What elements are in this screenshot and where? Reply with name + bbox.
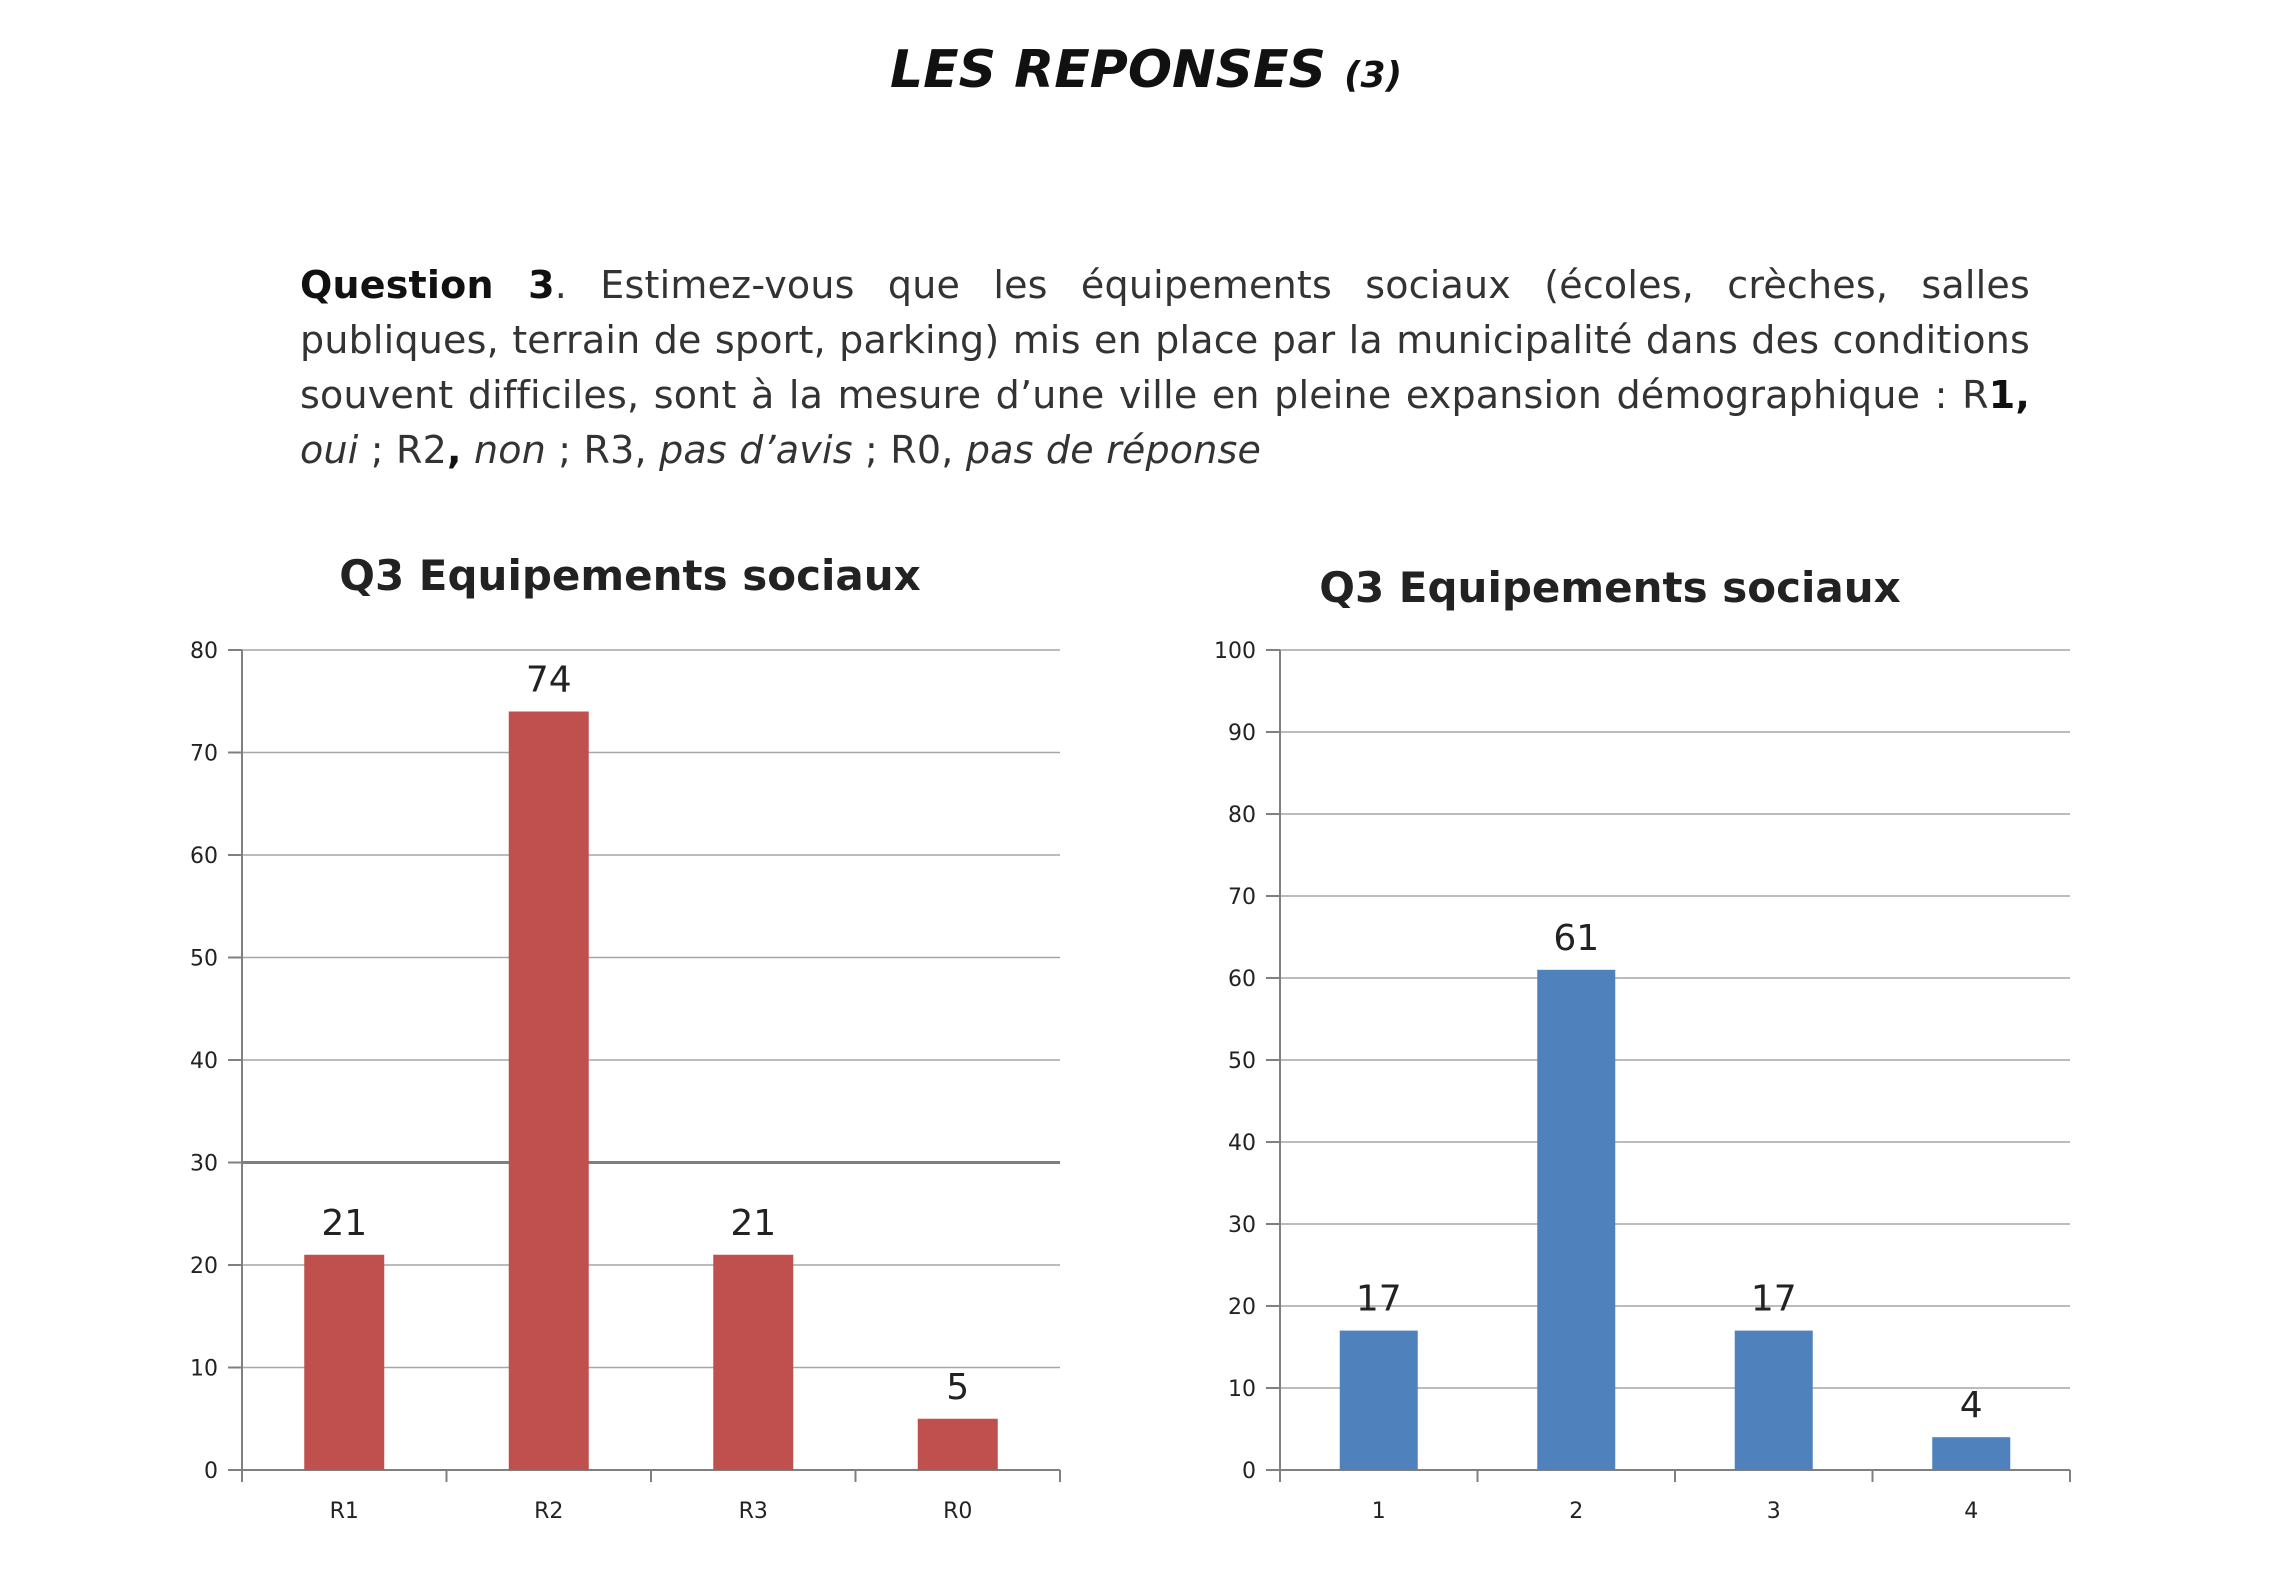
chart1-data-label-R1: 21 [321,1203,367,1244]
chart2-ytick-label-4: 40 [1228,1131,1256,1156]
chart1-ytick-label-8: 80 [190,639,218,664]
chart1-ytick-label-5: 50 [190,947,218,972]
chart2-ytick-label-7: 70 [1228,885,1256,910]
chart2-bar-4 [1932,1437,2011,1470]
chart2-data-label-1: 17 [1356,1279,1402,1320]
chart1-data-label-R0: 5 [946,1367,969,1408]
chart2-data-label-2: 61 [1553,918,1599,959]
chart2-xtick-label-1: 1 [1372,1499,1386,1524]
chart1-xtick-label-R3: R3 [739,1499,768,1524]
bar-chart-r-labels: Q3 Equipements sociaux 0 10 20 30 40 50 60 70 80 2… [190,551,1061,1524]
option-2-prefix: ; R2 [358,428,448,472]
chart2-xtick-label-2: 2 [1569,1499,1583,1524]
chart2-data-label-4: 4 [1960,1385,1983,1426]
chart2-ytick-label-2: 20 [1228,1295,1256,1320]
chart2-ytick-label-6: 60 [1228,967,1256,992]
chart2-ytick-label-0: 0 [1242,1459,1256,1484]
chart2-xtick-label-3: 3 [1767,1499,1781,1524]
chart2-xtick-label-4: 4 [1964,1499,1978,1524]
chart2-ytick-label-5: 50 [1228,1049,1256,1074]
chart1-title: Q3 Equipements sociaux [339,551,920,600]
chart1-xtick-label-R2: R2 [534,1499,563,1524]
chart1-bar-R0 [917,1418,998,1470]
question-text: Question 3. Estimez-vous que les équipem… [300,258,2030,478]
option-1-text: oui [300,428,359,472]
page-title: LES REPONSES (3) [0,40,2292,100]
chart1-data-label-R2: 74 [526,660,572,701]
chart2-bar-2 [1537,969,1616,1470]
bar-chart-numeric-labels: Q3 Equipements sociaux 0 10 20 30 40 50 60 70 80 9… [1214,563,2071,1524]
chart1-ytick-label-2: 20 [190,1254,218,1279]
page-title-suffix: (3) [1344,55,1403,96]
chart1-xtick-label-R0: R0 [943,1499,972,1524]
question-label: Question 3 [300,263,555,307]
option-0-prefix: ; R0, [852,428,954,472]
chart1-ytick-label-7: 70 [190,742,218,767]
option-1-number: 1 [1988,373,2016,417]
chart1-xtick-label-R1: R1 [330,1499,359,1524]
chart1-ytick-label-4: 40 [190,1049,218,1074]
chart2-ytick-label-8: 80 [1228,803,1256,828]
chart2-bar-1 [1339,1330,1418,1470]
chart2-ytick-label-3: 30 [1228,1213,1256,1238]
question-body: . Estimez-vous que les équipements socia… [300,263,2030,417]
chart2-title: Q3 Equipements sociaux [1319,563,1900,612]
chart2-ytick-label-10: 100 [1214,639,1256,664]
page-title-main: LES REPONSES [889,40,1326,100]
chart1-bar-R3 [713,1254,794,1470]
chart1-bar-R1 [304,1254,385,1470]
chart1-bar-R2 [508,711,589,1470]
chart2-ytick-label-1: 10 [1228,1377,1256,1402]
option-0-text: pas de réponse [953,428,1262,472]
option-1-separator: , [2015,373,2030,417]
option-3-text: pas d’avis [646,428,853,472]
option-2-text: non [461,428,546,472]
option-2-separator: , [447,428,462,472]
chart2-bar-3 [1734,1330,1813,1470]
chart1-ytick-label-6: 60 [190,844,218,869]
chart1-ytick-label-0: 0 [204,1459,218,1484]
chart2-data-label-3: 17 [1751,1279,1797,1320]
chart1-data-label-R3: 21 [730,1203,776,1244]
chart1-ytick-label-1: 10 [190,1357,218,1382]
option-3-prefix: ; R3, [545,428,647,472]
chart2-ytick-label-9: 90 [1228,721,1256,746]
chart1-ytick-label-3: 30 [190,1152,218,1177]
